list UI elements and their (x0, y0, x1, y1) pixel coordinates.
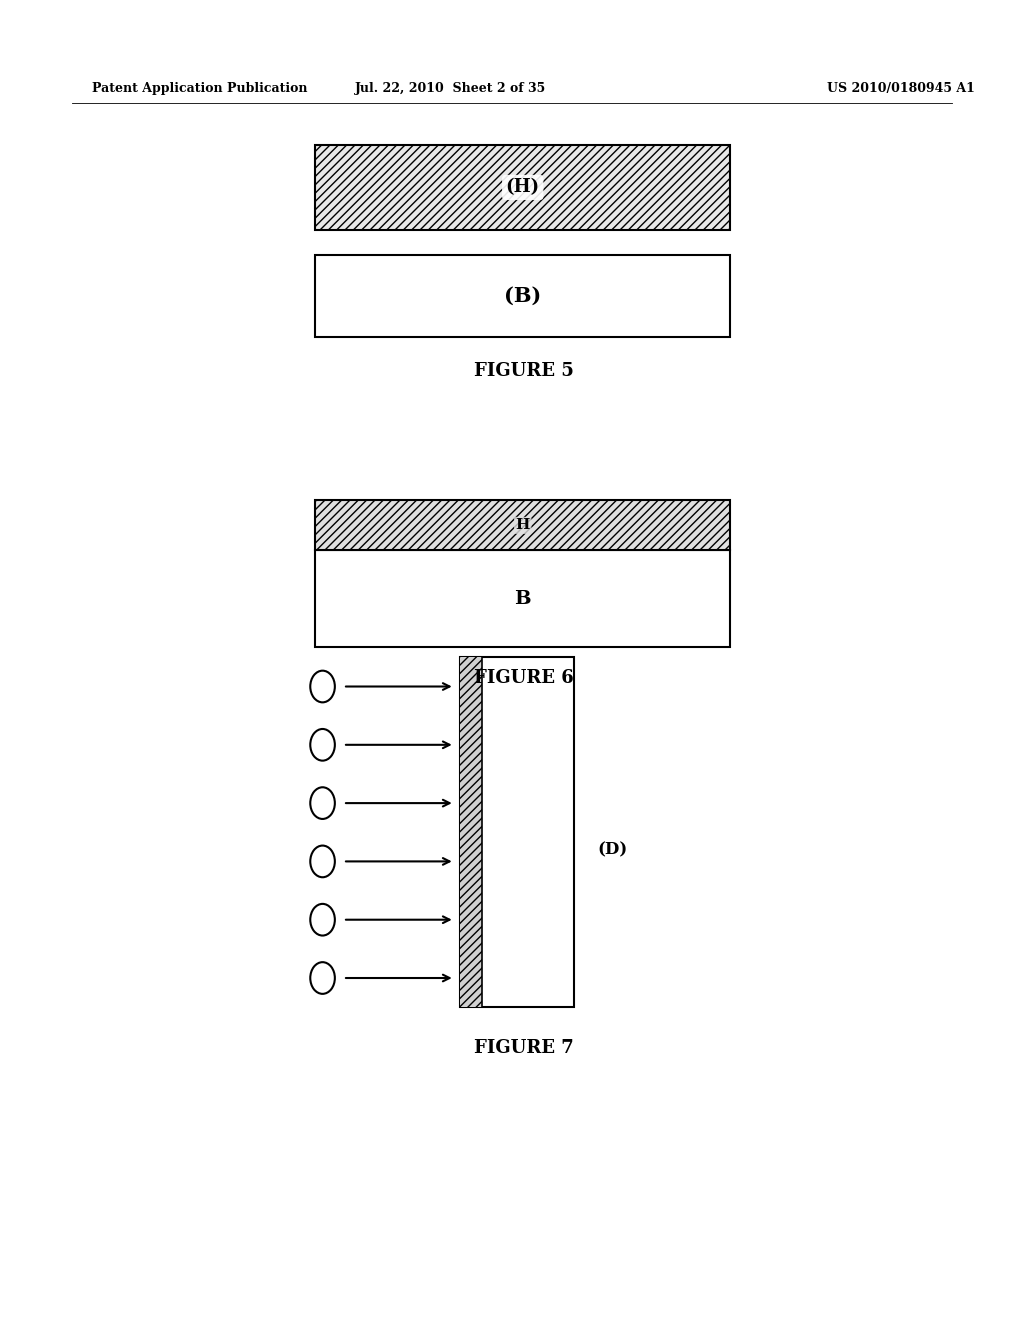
Text: FIGURE 6: FIGURE 6 (474, 669, 574, 688)
Text: (H): (H) (506, 178, 540, 197)
Text: Patent Application Publication: Patent Application Publication (92, 82, 307, 95)
Text: FIGURE 5: FIGURE 5 (474, 362, 574, 380)
Text: US 2010/0180945 A1: US 2010/0180945 A1 (827, 82, 975, 95)
Text: (D): (D) (597, 841, 628, 858)
Text: Jul. 22, 2010  Sheet 2 of 35: Jul. 22, 2010 Sheet 2 of 35 (355, 82, 546, 95)
Text: (B): (B) (504, 285, 542, 306)
Bar (315, 500, 730, 550)
Text: FIGURE 7: FIGURE 7 (474, 1039, 574, 1057)
Bar (460, 657, 482, 1007)
Text: H: H (515, 519, 530, 532)
Bar (315, 255, 730, 337)
Bar (315, 550, 730, 647)
Bar (460, 657, 574, 1007)
Bar (315, 145, 730, 230)
Text: B: B (514, 590, 531, 607)
